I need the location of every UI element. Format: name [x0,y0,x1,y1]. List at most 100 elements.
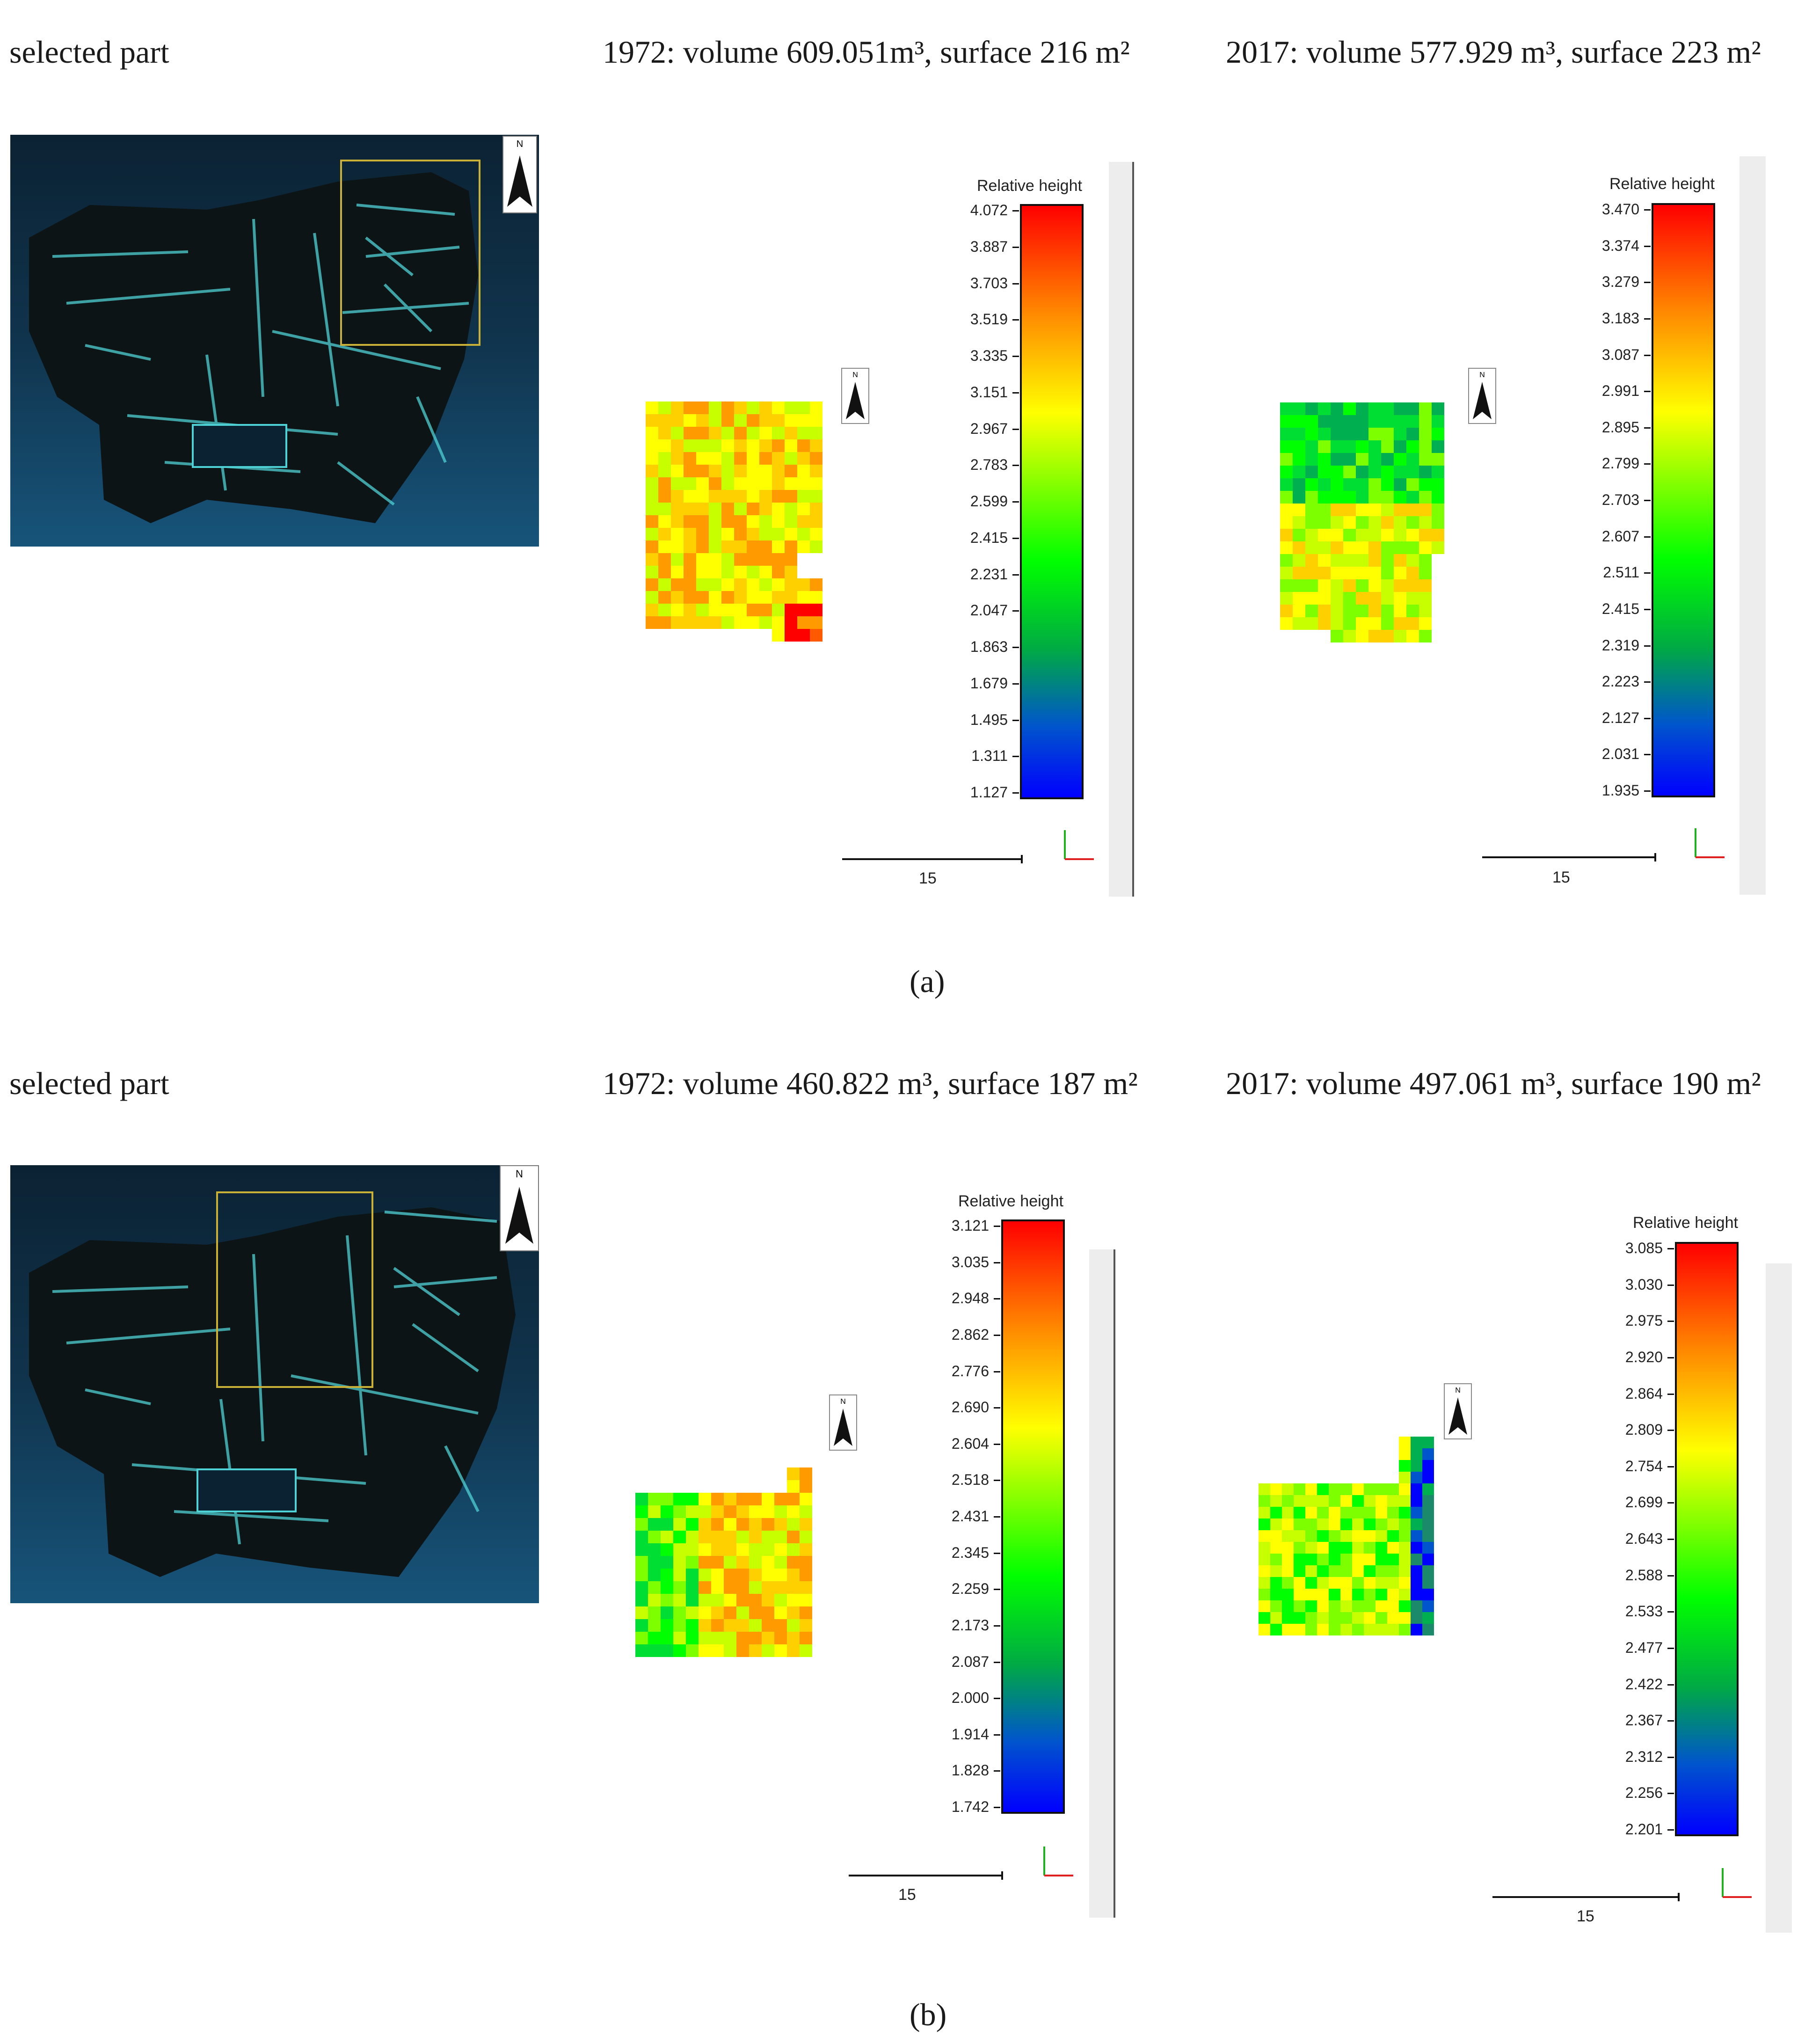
heatmap-cell [721,540,734,553]
heatmap-cell [1331,605,1343,617]
heatmap-cell [1282,1483,1294,1495]
colorbar-tick-label: 2.809 [1625,1421,1663,1438]
heatmap-cell [1419,529,1432,541]
heatmap-cell [1305,428,1318,440]
heatmap-cell [646,528,658,540]
heatmap-cell [699,1619,711,1632]
heatmap-cell [724,1606,736,1619]
colorbar-tick-label: 1.742 [951,1798,989,1815]
heatmap-cell [1364,1577,1376,1589]
axis-indicator-icon [1062,828,1095,861]
heatmap-cell [711,1556,724,1569]
north-arrow-icon: N [502,136,537,213]
colorbar-tick-mark [1644,391,1651,393]
heatmap-cell [734,490,747,503]
heatmap-cell [1280,402,1293,415]
heatmap-cell [759,515,772,528]
heatmap-cell [671,414,684,427]
heatmap-cell [696,402,709,414]
heatmap-cell [1331,478,1343,491]
heatmap-cell [1394,541,1406,554]
colorbar-tick-label: 2.783 [970,456,1008,474]
heatmap-cell [658,427,671,439]
heatmap-cell [734,477,747,490]
heatmap-cell [772,578,785,591]
colorbar-tick-mark [1644,536,1651,538]
colorbar-tick-label: 2.703 [1601,491,1639,508]
heatmap-cell [1331,428,1343,440]
heatmap-cell [749,1505,762,1518]
heatmap-cell [1381,491,1394,504]
heatmap-cell [1364,1495,1376,1507]
heatmap-cell [1394,617,1406,630]
panel-side-line [1132,162,1134,897]
heatmap-cell [1317,1542,1329,1554]
heatmap-cell [671,553,684,566]
heatmap-cell [1419,630,1432,642]
heatmap-cell [671,465,684,477]
heatmap-cell [1305,453,1318,466]
heatmap-cell [1387,1530,1399,1542]
heatmap-cell [711,1606,724,1619]
heatmap-cell [810,414,822,427]
colorbar-tick-mark [1012,792,1019,794]
heatmap-cell [648,1594,661,1606]
heatmap-cell [1270,1483,1282,1495]
heatmap-cell [684,402,696,414]
heatmap-cell [1381,453,1394,466]
heatmap-cell [1368,605,1381,617]
heatmap-cell [1318,491,1331,504]
heatmap-cell [810,503,822,515]
heatmap-cell [762,1594,774,1606]
heatmap-cell [1394,529,1406,541]
heatmap-cell [1387,1612,1399,1624]
heatmap-cell [686,1543,699,1556]
heatmap-cell [635,1606,648,1619]
scale-bar [842,858,1023,860]
heatmap-cell [1356,605,1368,617]
heatmap-cell [709,566,721,578]
heatmap-cell [673,1556,686,1569]
heatmap-cell [1376,1495,1387,1507]
heatmap-cell [1343,592,1356,605]
heatmap-cell [774,1518,787,1531]
heatmap-cell [711,1505,724,1518]
heatmap-cell [696,439,709,452]
title-2017-a: 2017: volume 577.929 m³, surface 223 m² [1226,34,1761,70]
axis-indicator-icon [1041,1845,1074,1877]
heatmap-cell [671,439,684,452]
heatmap-cell [1352,1624,1364,1635]
heatmap-cell [1368,466,1381,478]
colorbar-tick-mark [1644,681,1651,683]
heatmap-cell [724,1632,736,1644]
heatmap-cell [1343,605,1356,617]
heatmap-cell [1305,440,1318,453]
heatmap-cell [1280,453,1293,466]
heatmap-cell [1317,1507,1329,1518]
colorbar-tick-mark [994,1480,1000,1482]
heatmap-cell [1381,554,1394,567]
heatmap-cell [671,566,684,578]
heatmap-cell [736,1543,749,1556]
heatmap-cell [759,553,772,566]
heatmap-cell [635,1594,648,1606]
heatmap-cell [721,591,734,604]
heatmap-cell [1387,1507,1399,1518]
heatmap-cell [736,1606,749,1619]
colorbar-tick-mark [994,1516,1000,1518]
heatmap-cell [785,465,797,477]
heatmap-cell [1376,1483,1387,1495]
heatmap-cell [787,1619,800,1632]
heatmap-cell [696,553,709,566]
title-1972-a: 1972: volume 609.051m³, surface 216 m² [603,34,1130,70]
colorbar-tick-label: 2.862 [951,1326,989,1343]
heatmap-cell [684,490,696,503]
heatmap-cell [1368,630,1381,642]
heatmap-cell [1368,440,1381,453]
colorbar-tick-label: 2.415 [1601,600,1639,617]
colorbar [1675,1242,1739,1836]
colorbar-tick-label: 2.431 [951,1508,989,1525]
heatmap-cell [736,1505,749,1518]
heatmap-cell [774,1632,787,1644]
heatmap-cell [1394,478,1406,491]
